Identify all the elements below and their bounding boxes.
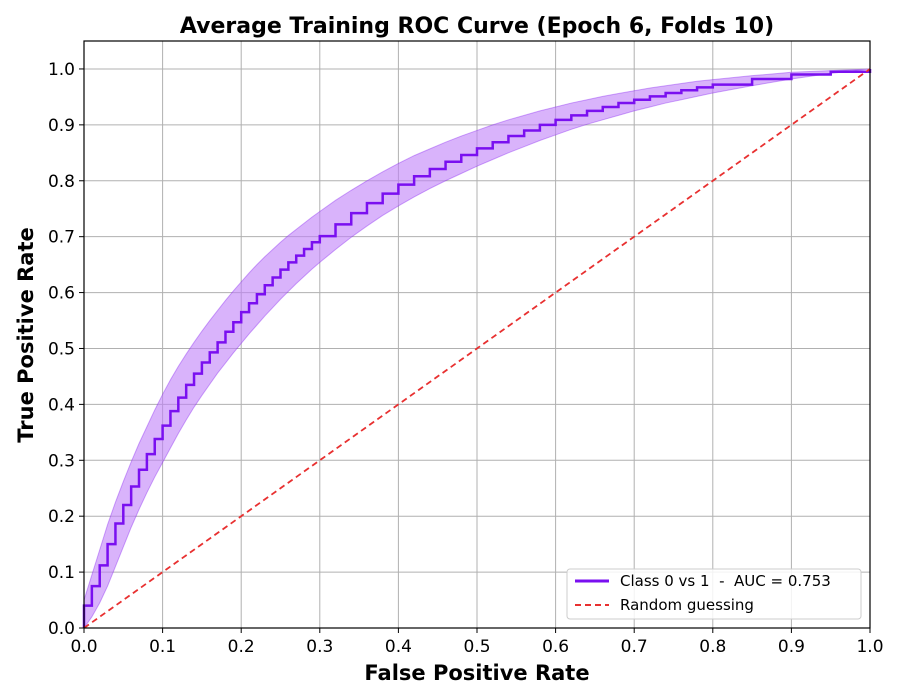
x-tick-label: 0.3 <box>306 637 333 657</box>
y-tick-label: 0.3 <box>48 451 75 471</box>
y-tick-label: 0.2 <box>48 507 75 527</box>
x-tick-label: 0.7 <box>621 637 648 657</box>
x-tick-label: 0.2 <box>228 637 255 657</box>
y-tick-label: 0.8 <box>48 172 75 192</box>
y-tick-label: 0.6 <box>48 284 75 304</box>
x-tick-label: 0.5 <box>463 637 490 657</box>
y-tick-label: 0.7 <box>48 228 75 248</box>
x-tick-label: 0.9 <box>778 637 805 657</box>
x-tick-label: 0.6 <box>542 637 569 657</box>
y-axis-ticks: 0.0 0.1 0.2 0.3 0.4 0.5 0.6 0.7 0.8 0.9 1.0 <box>48 60 84 639</box>
chart-title: Average Training ROC Curve (Epoch 6, Fol… <box>180 14 774 39</box>
x-tick-label: 0.1 <box>149 637 176 657</box>
y-tick-label: 0.1 <box>48 563 75 583</box>
x-axis-ticks: 0.0 0.1 0.2 0.3 0.4 0.5 0.6 0.7 0.8 0.9 1.0 <box>70 628 884 657</box>
x-tick-label: 0.8 <box>699 637 726 657</box>
y-axis-label: True Positive Rate <box>14 227 38 443</box>
x-tick-label: 1.0 <box>856 637 883 657</box>
series-layer <box>82 68 872 629</box>
y-tick-label: 0.9 <box>48 116 75 136</box>
legend-label-random: Random guessing <box>620 596 754 614</box>
x-tick-label: 0.4 <box>385 637 412 657</box>
legend-box <box>566 568 862 620</box>
y-tick-label: 0.4 <box>48 395 75 415</box>
x-tick-label: 0.0 <box>70 637 97 657</box>
series-line-random-guessing <box>83 68 871 629</box>
y-tick-label: 0.0 <box>48 619 75 639</box>
series-line-class-0-vs-1 <box>82 68 872 628</box>
legend: Class 0 vs 1 - AUC = 0.753 Random guessi… <box>566 568 862 620</box>
x-axis-label: False Positive Rate <box>364 661 589 685</box>
y-tick-label: 1.0 <box>48 60 75 80</box>
legend-label-class: Class 0 vs 1 - AUC = 0.753 <box>620 572 831 590</box>
y-tick-label: 0.5 <box>48 339 75 359</box>
